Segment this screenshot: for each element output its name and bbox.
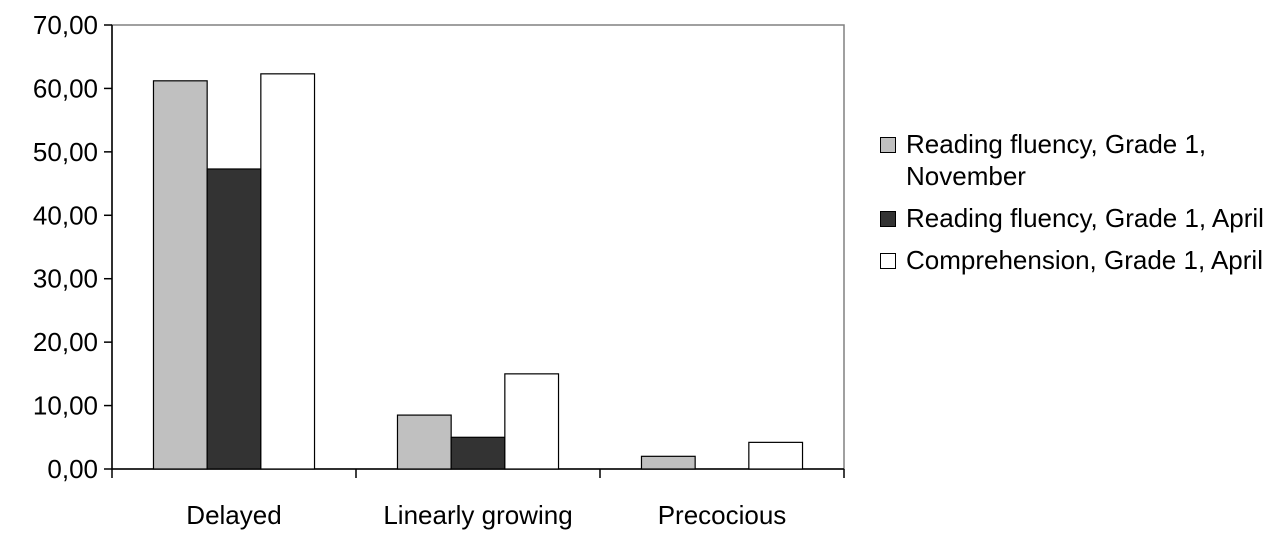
bars-group: [152, 73, 804, 470]
y-tick-label: 70,00: [33, 10, 98, 40]
y-tick-label: 40,00: [33, 200, 98, 230]
x-category-label: Delayed: [186, 500, 281, 530]
legend-entry: Comprehension, Grade 1, April: [880, 244, 1270, 276]
legend-entry: Reading fluency, Grade 1, April: [880, 202, 1270, 234]
bar: [504, 373, 560, 470]
bar: [450, 436, 506, 470]
y-tick-label: 30,00: [33, 264, 98, 294]
bar: [640, 455, 696, 470]
legend-swatch: [880, 137, 896, 153]
legend-entry: Reading fluency, Grade 1, November: [880, 128, 1270, 192]
legend-label: Reading fluency, Grade 1, November: [906, 129, 1207, 191]
bar: [396, 414, 452, 470]
y-tick-label: 60,00: [33, 73, 98, 103]
y-tick-label: 50,00: [33, 137, 98, 167]
x-category-label: Precocious: [658, 500, 787, 530]
bar: [152, 80, 208, 470]
y-tick-label: 10,00: [33, 391, 98, 421]
y-tick-label: 20,00: [33, 327, 98, 357]
legend-label: Comprehension, Grade 1, April: [906, 245, 1263, 275]
x-category-label: Linearly growing: [383, 500, 572, 530]
bar: [206, 168, 262, 470]
y-axis: 0,00 10,00 20,00 30,00 40,00 50,00 60,00 70,00: [33, 10, 113, 484]
bar: [748, 441, 804, 470]
legend-swatch: [880, 253, 896, 269]
bar: [260, 73, 316, 470]
x-axis: Delayed Linearly growing Precocious: [111, 468, 845, 530]
legend-swatch: [880, 211, 896, 227]
legend: Reading fluency, Grade 1, November Readin…: [880, 128, 1270, 286]
legend-label: Reading fluency, Grade 1, April: [906, 203, 1264, 233]
y-tick-label: 0,00: [47, 454, 98, 484]
